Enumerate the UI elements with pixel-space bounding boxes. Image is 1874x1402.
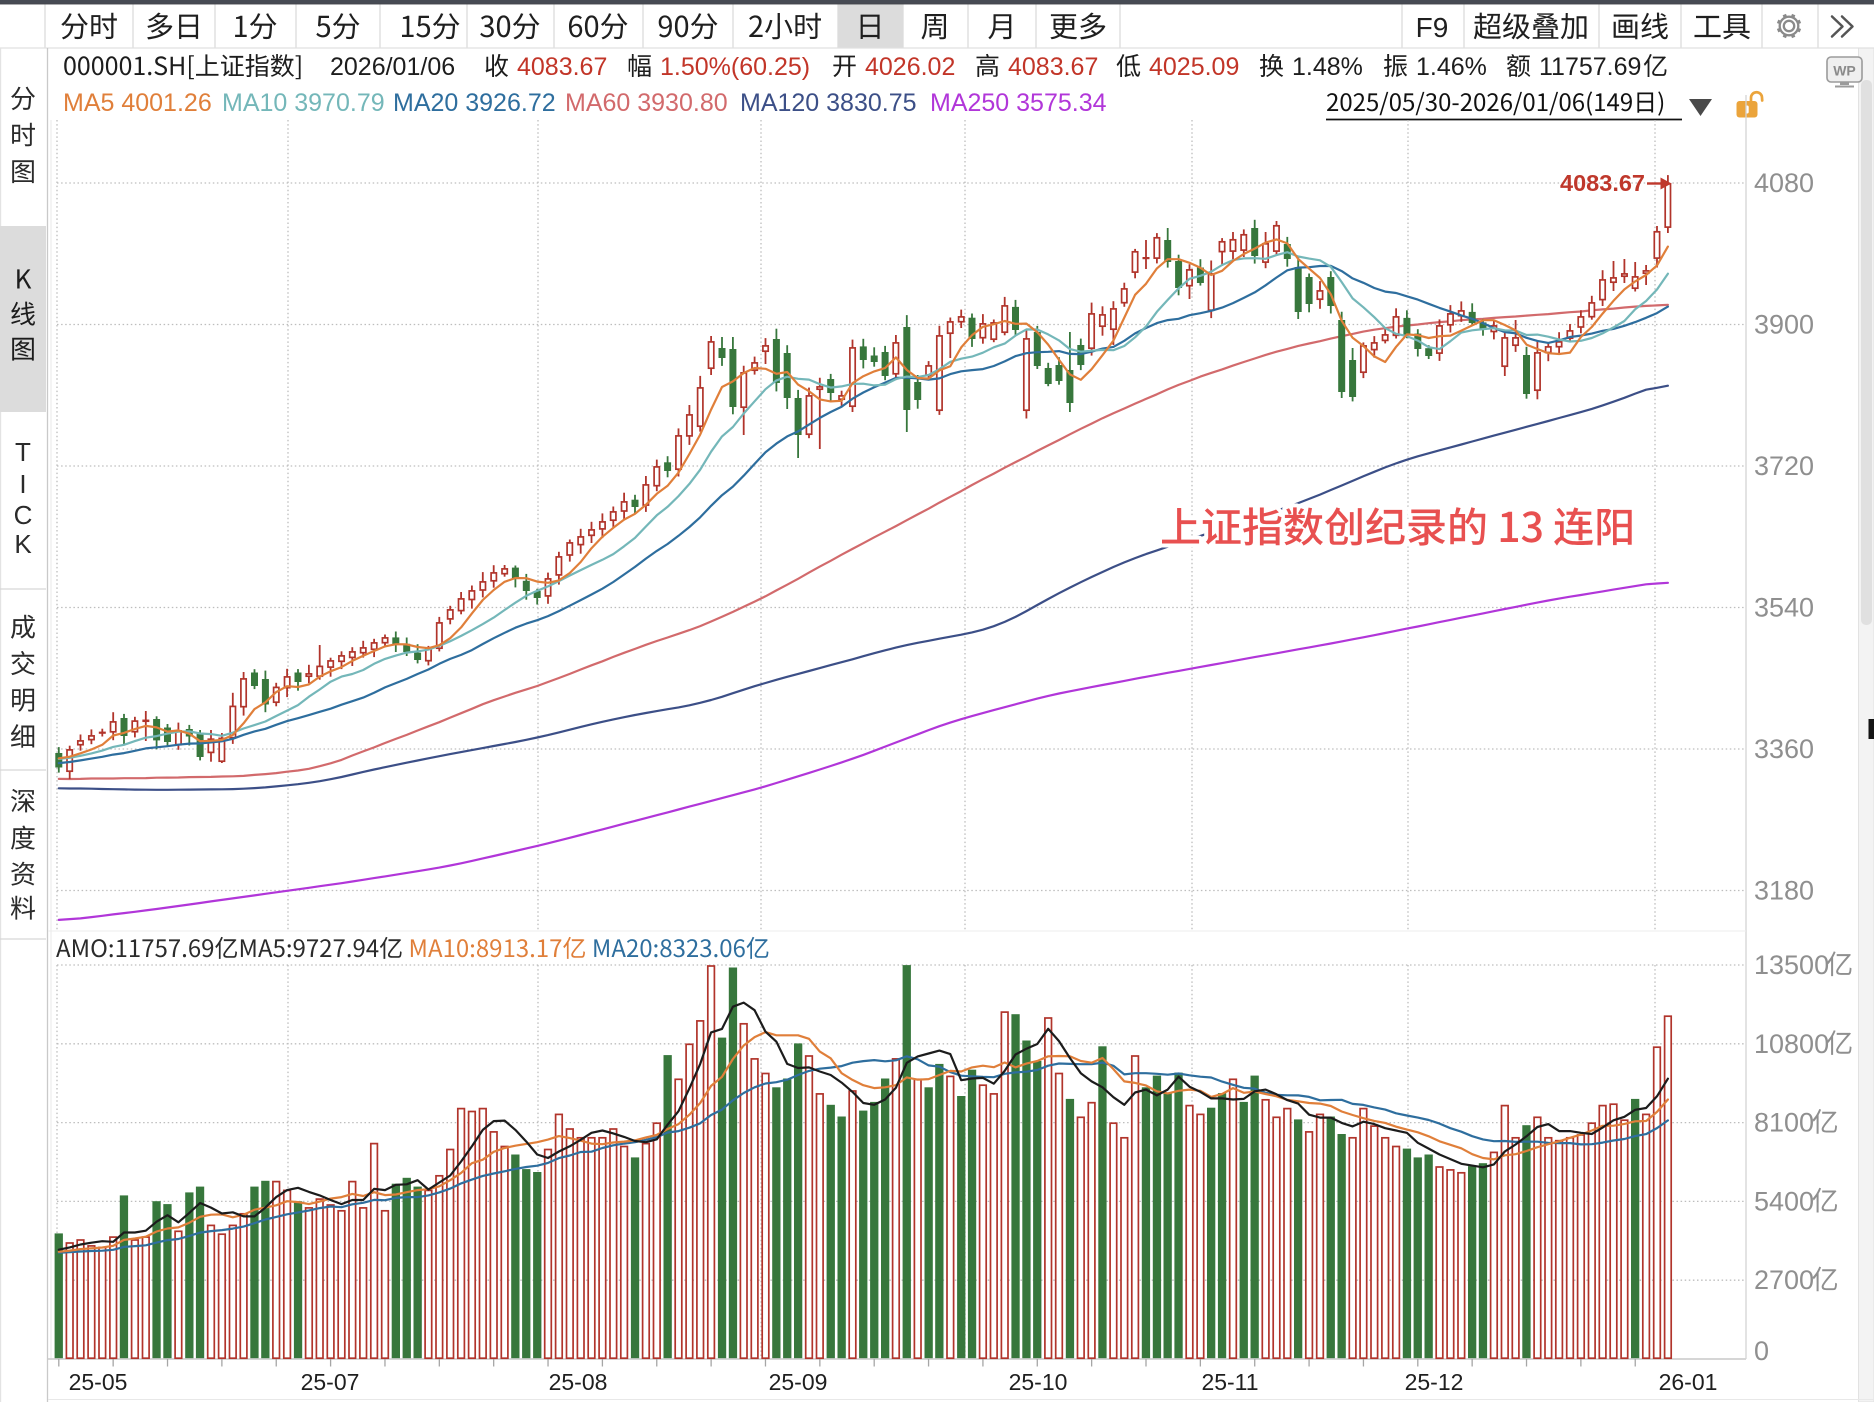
svg-text:MA250 3575.34: MA250 3575.34 bbox=[930, 89, 1107, 117]
svg-text:1.48%: 1.48% bbox=[1292, 53, 1363, 81]
svg-text:26-01: 26-01 bbox=[1659, 1369, 1718, 1395]
svg-text:4083.67: 4083.67 bbox=[1560, 170, 1645, 196]
svg-text:5400: 5400 bbox=[1754, 1186, 1814, 1216]
svg-text:4083.67: 4083.67 bbox=[517, 53, 607, 81]
svg-text:C: C bbox=[14, 500, 33, 530]
svg-text:13500: 13500 bbox=[1754, 950, 1829, 980]
svg-text:MA120 3830.75: MA120 3830.75 bbox=[740, 89, 917, 117]
svg-text:K: K bbox=[14, 529, 32, 559]
svg-text:4025.09: 4025.09 bbox=[1149, 53, 1239, 81]
svg-text:10800: 10800 bbox=[1754, 1029, 1829, 1059]
svg-text:25-05: 25-05 bbox=[69, 1369, 128, 1395]
svg-text:11757.69: 11757.69 bbox=[1539, 53, 1641, 81]
svg-text:I: I bbox=[19, 469, 26, 499]
svg-text:25-09: 25-09 bbox=[769, 1369, 828, 1395]
svg-text:0: 0 bbox=[1754, 1336, 1769, 1366]
svg-text:3540: 3540 bbox=[1754, 593, 1814, 623]
svg-text:4080: 4080 bbox=[1754, 168, 1814, 198]
svg-text:25-10: 25-10 bbox=[1009, 1369, 1068, 1395]
svg-text:4083.67: 4083.67 bbox=[1008, 53, 1098, 81]
svg-text:4026.02: 4026.02 bbox=[865, 53, 955, 81]
svg-text:25-08: 25-08 bbox=[549, 1369, 608, 1395]
svg-text:WP: WP bbox=[1833, 63, 1856, 79]
svg-text:2026/01/06: 2026/01/06 bbox=[330, 53, 455, 81]
svg-text:25-07: 25-07 bbox=[301, 1369, 360, 1395]
svg-text:3720: 3720 bbox=[1754, 451, 1814, 481]
svg-text:F9: F9 bbox=[1416, 12, 1449, 43]
svg-text:MA5 4001.26: MA5 4001.26 bbox=[63, 89, 212, 117]
svg-text:1.46%: 1.46% bbox=[1416, 53, 1487, 81]
svg-text:8100: 8100 bbox=[1754, 1108, 1814, 1138]
svg-text:3360: 3360 bbox=[1754, 734, 1814, 764]
svg-text:1.50%(60.25): 1.50%(60.25) bbox=[660, 53, 810, 81]
svg-text:3180: 3180 bbox=[1754, 876, 1814, 906]
svg-text:MA20 3926.72: MA20 3926.72 bbox=[393, 89, 556, 117]
svg-text:25-11: 25-11 bbox=[1201, 1369, 1258, 1395]
svg-text:25-12: 25-12 bbox=[1405, 1369, 1464, 1395]
svg-text:2700: 2700 bbox=[1754, 1265, 1814, 1295]
svg-text:MA10 3970.79: MA10 3970.79 bbox=[222, 89, 385, 117]
svg-text:MA60 3930.80: MA60 3930.80 bbox=[565, 89, 728, 117]
svg-text:T: T bbox=[15, 437, 31, 467]
svg-text:3900: 3900 bbox=[1754, 310, 1814, 340]
